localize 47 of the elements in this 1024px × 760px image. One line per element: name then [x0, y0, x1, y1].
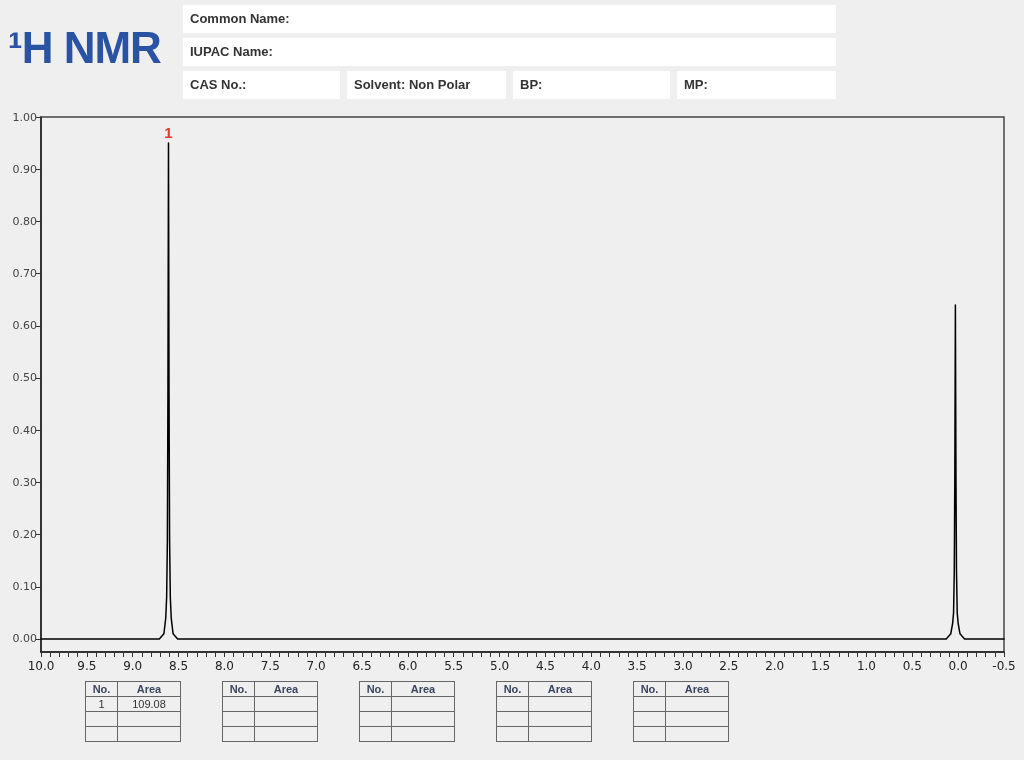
form-field: CAS No.: — [183, 71, 340, 99]
area-table: No. Area — [496, 681, 592, 742]
x-tick-label: -0.5 — [992, 659, 1016, 673]
area-table: No. Area — [359, 681, 455, 742]
form-field: IUPAC Name: — [183, 38, 836, 66]
y-tick-label: 0.90 — [12, 162, 37, 176]
x-tick-label: 1.0 — [856, 659, 876, 673]
annotation: 1 — [164, 123, 173, 141]
area-table: No. Area — [222, 681, 318, 742]
area-table: No. Area — [633, 681, 729, 742]
area-table: No. Area 1 109.08 — [85, 681, 181, 742]
y-tick-label: 0.00 — [12, 632, 37, 646]
form-field: MP: — [677, 71, 836, 99]
x-tick-label: 7.5 — [260, 659, 280, 673]
x-tick-label: 4.5 — [535, 659, 555, 673]
x-tick-label: 0.5 — [902, 659, 922, 673]
y-tick-label: 0.50 — [12, 371, 37, 385]
x-tick-label: 0.0 — [948, 659, 968, 673]
x-tick-label: 5.0 — [490, 659, 510, 673]
x-tick-label: 3.5 — [627, 659, 647, 673]
x-tick-label: 1.5 — [811, 659, 831, 673]
x-tick-label: 8.0 — [214, 659, 234, 673]
y-tick-label: 1.00 — [12, 110, 37, 124]
x-tick-label: 2.0 — [765, 659, 785, 673]
y-tick-label: 0.60 — [12, 319, 37, 333]
x-tick-label: 3.0 — [673, 659, 693, 673]
y-tick-label: 0.80 — [12, 214, 37, 228]
form-field: BP: — [513, 71, 670, 99]
y-tick-label: 0.40 — [12, 423, 37, 437]
x-tick-label: 10.0 — [27, 659, 55, 673]
x-tick-label: 7.0 — [306, 659, 326, 673]
form-field: Solvent: Non Polar — [347, 71, 506, 99]
y-tick-label: 0.70 — [12, 267, 37, 281]
x-tick-label: 8.5 — [169, 659, 189, 673]
x-tick-label: 4.0 — [581, 659, 601, 673]
x-tick-label: 9.5 — [77, 659, 97, 673]
y-tick-label: 0.10 — [12, 580, 37, 594]
x-tick-label: 2.5 — [719, 659, 739, 673]
y-tick-label: 0.30 — [12, 475, 37, 489]
line-series — [40, 142, 1005, 640]
chart-title: ¹H NMR — [8, 22, 161, 74]
x-tick-label: 6.0 — [398, 659, 418, 673]
x-tick-label: 9.0 — [123, 659, 143, 673]
form-field: Common Name: — [183, 5, 836, 33]
y-tick-label: 0.20 — [12, 528, 37, 542]
x-tick-label: 6.5 — [352, 659, 372, 673]
x-tick-label: 5.5 — [444, 659, 464, 673]
